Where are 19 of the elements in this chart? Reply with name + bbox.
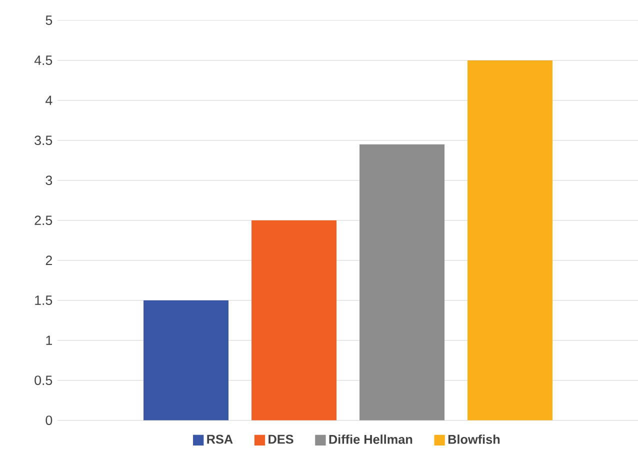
y-tick-label: 4: [46, 96, 52, 105]
legend-label: RSA: [207, 434, 233, 444]
bar: [360, 144, 445, 420]
bar: [144, 300, 229, 420]
legend-label: DES: [268, 434, 294, 444]
legend-label: Blowfish: [448, 434, 500, 444]
legend-label: Diffie Hellman: [329, 434, 412, 444]
y-tick-label: 1: [46, 336, 52, 345]
bar: [252, 220, 337, 420]
y-tick-label: 1.5: [35, 296, 52, 305]
y-tick-label: 0: [46, 416, 52, 426]
y-tick-label: 3: [46, 176, 52, 186]
bar: [468, 60, 553, 420]
y-tick-label: 3.5: [34, 136, 52, 146]
y-tick-label: 4.5: [34, 56, 52, 65]
y-tick-label: 5: [46, 16, 52, 25]
y-tick-label: 2: [46, 256, 52, 265]
y-tick-label: 2.5: [34, 216, 52, 226]
y-tick-label: 0.5: [34, 376, 52, 386]
